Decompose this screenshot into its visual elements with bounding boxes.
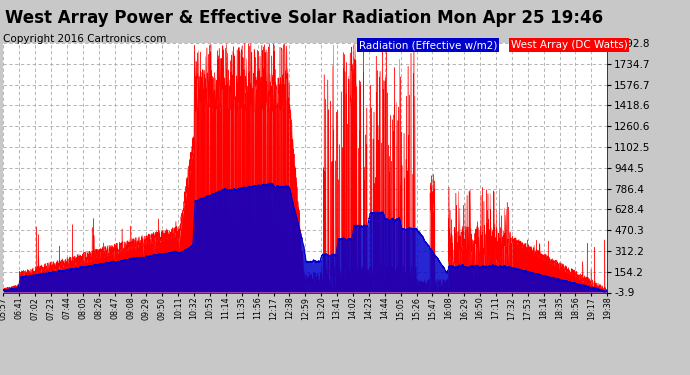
Text: West Array Power & Effective Solar Radiation Mon Apr 25 19:46: West Array Power & Effective Solar Radia…	[5, 9, 602, 27]
Text: Radiation (Effective w/m2): Radiation (Effective w/m2)	[359, 40, 497, 50]
Text: Copyright 2016 Cartronics.com: Copyright 2016 Cartronics.com	[3, 34, 167, 44]
Text: West Array (DC Watts): West Array (DC Watts)	[511, 40, 627, 50]
